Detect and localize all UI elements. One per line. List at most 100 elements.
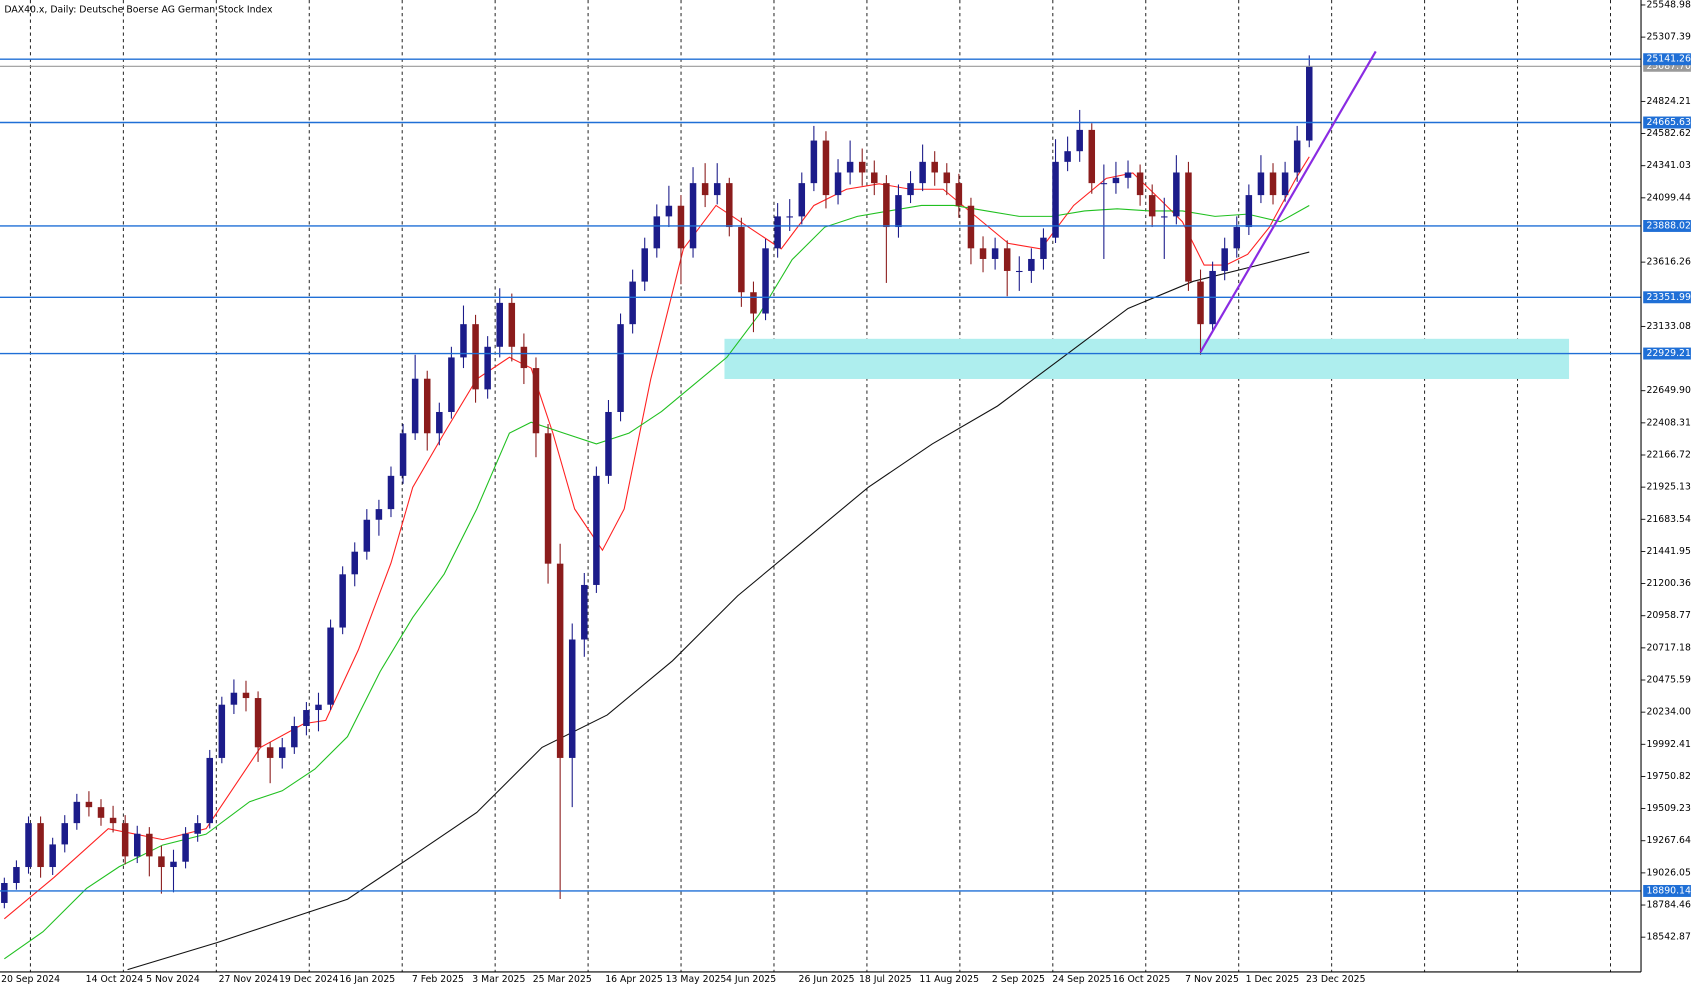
candle-body: [97, 807, 105, 818]
candle-body: [991, 248, 999, 259]
y-tick-label: 24824.21: [1646, 96, 1691, 107]
candle-body: [327, 627, 334, 705]
candle-body: [242, 692, 250, 699]
candle-body: [13, 867, 20, 883]
candle-body: [653, 216, 661, 249]
level-label-box: [1643, 220, 1691, 232]
candle-body: [170, 861, 177, 868]
candle-body: [1052, 161, 1059, 238]
candle-body: [810, 140, 818, 184]
candle-body: [218, 704, 226, 758]
level-label: 23351.99: [1646, 292, 1691, 303]
candle-body: [967, 205, 975, 249]
candle-body: [133, 833, 141, 857]
candle-body: [883, 183, 890, 228]
candle-body: [1269, 172, 1277, 196]
candle-body: [73, 801, 81, 824]
candle-body: [411, 378, 419, 434]
y-tick-label: 25307.39: [1646, 32, 1691, 43]
level-label-box: [1643, 291, 1691, 304]
y-tick-label: 20475.59: [1646, 675, 1691, 686]
level-label-box: [1643, 116, 1691, 129]
candle-body: [496, 302, 503, 347]
candle-body: [387, 475, 395, 510]
candle-body: [520, 346, 528, 369]
candle-body: [786, 216, 793, 218]
trendline: [1199, 50, 1377, 353]
candle-body: [895, 195, 902, 228]
level-label: 24665.63: [1646, 117, 1691, 128]
candle-body: [834, 172, 842, 196]
candle-body: [1257, 172, 1265, 196]
candle-body: [230, 692, 238, 705]
y-tick-label: 19509.23: [1646, 803, 1691, 814]
candle-body: [1173, 172, 1180, 217]
y-tick-label: 21683.54: [1646, 514, 1691, 525]
candle-body: [109, 817, 117, 824]
candle-body: [605, 411, 612, 476]
candle-body: [1221, 248, 1228, 271]
candle-body: [762, 248, 769, 314]
candle-body: [943, 172, 951, 184]
candle-body: [399, 433, 407, 476]
candle-body: [1088, 129, 1096, 184]
candle-body: [677, 205, 685, 249]
current-price-box: [1643, 60, 1691, 72]
level-label-box: [1643, 884, 1691, 897]
candle-body: [303, 710, 310, 726]
candle-body: [1112, 177, 1120, 184]
x-tick-label: 14 Oct 2024: [86, 974, 144, 985]
candle-body: [1185, 172, 1192, 282]
y-tick-label: 24099.44: [1646, 192, 1691, 203]
x-tick-label: 24 Sep 2025: [1052, 974, 1111, 985]
candle-body: [629, 281, 636, 325]
x-tick-label: 25 Mar 2025: [533, 974, 592, 985]
candle-body: [61, 823, 69, 845]
y-tick-label: 18542.87: [1646, 932, 1691, 943]
candle-body: [931, 161, 938, 173]
candle-body: [750, 292, 757, 314]
candle-body: [726, 183, 733, 228]
x-tick-label: 7 Nov 2025: [1185, 974, 1239, 985]
candle-body: [291, 725, 298, 748]
y-tick-label: 25548.98: [1646, 0, 1691, 10]
x-tick-label: 1 Dec 2025: [1246, 974, 1300, 985]
x-tick-label: 18 Jul 2025: [859, 974, 912, 985]
candle-body: [641, 248, 648, 282]
x-tick-label: 7 Feb 2025: [412, 974, 464, 985]
candle-body: [738, 227, 745, 293]
candle-body: [919, 161, 926, 184]
candle-body: [25, 823, 32, 868]
candle-body: [1161, 216, 1168, 218]
x-tick-label: 16 Apr 2025: [605, 974, 663, 985]
candle-body: [254, 698, 262, 748]
candle-body: [665, 205, 673, 217]
candle-body: [206, 757, 213, 824]
candle-body: [1028, 258, 1035, 271]
candle-body: [1016, 270, 1023, 273]
x-tick-label: 26 Jun 2025: [799, 974, 855, 985]
support-zone: [724, 338, 1570, 379]
candle-body: [182, 833, 189, 862]
y-tick-label: 23616.26: [1646, 257, 1691, 268]
plot: [0, 50, 1642, 971]
candle-body: [1148, 195, 1156, 217]
y-tick-label: 20234.00: [1646, 707, 1691, 718]
y-tick-label: 22649.90: [1646, 385, 1691, 396]
y-tick-label: 22408.31: [1646, 417, 1691, 428]
candle-body: [423, 378, 431, 434]
moving-average: [4, 204, 1310, 960]
candle-body: [266, 747, 274, 758]
candle-body: [37, 823, 44, 868]
candle-body: [1076, 129, 1083, 152]
x-tick-label: 5 Nov 2024: [146, 974, 200, 985]
candle-body: [581, 584, 588, 640]
candle-body: [955, 183, 963, 206]
y-tick-label: 21441.95: [1646, 546, 1691, 557]
x-tick-label: 3 Mar 2025: [472, 974, 525, 985]
candle-body: [472, 324, 479, 390]
candle-body: [858, 161, 866, 173]
candle-body: [363, 519, 371, 552]
candle-body: [121, 823, 129, 857]
